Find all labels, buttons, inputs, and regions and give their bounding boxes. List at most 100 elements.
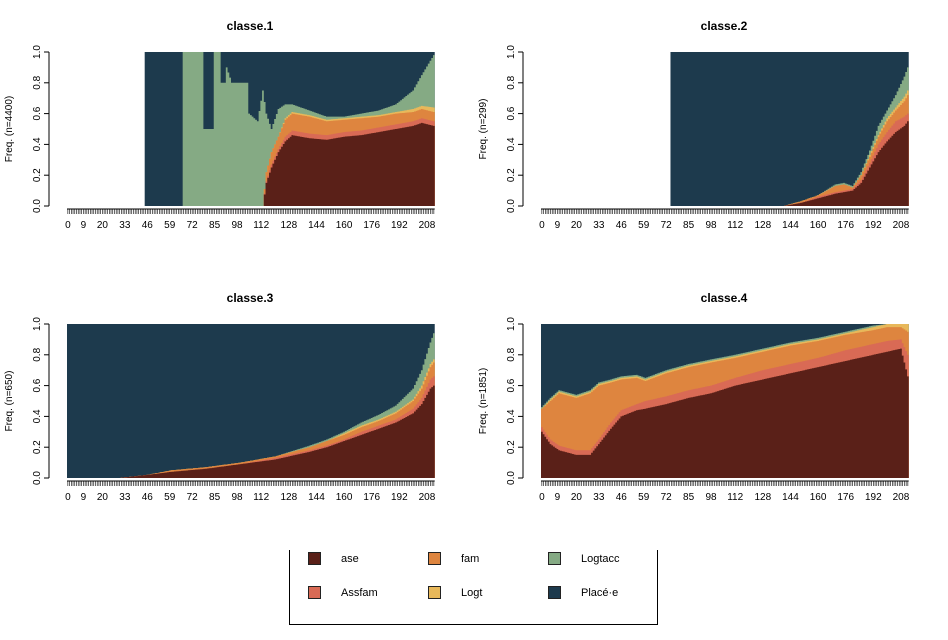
legend-swatch-logtacc [548, 552, 561, 565]
x-tick-label: 33 [593, 220, 605, 231]
x-tick-label: 208 [893, 220, 910, 231]
x-tick-label: 33 [119, 220, 131, 231]
legend-item-logt: Logt [428, 586, 482, 599]
x-tick-label: 176 [363, 492, 380, 503]
y-tick-label: 0.8 [32, 347, 43, 361]
panel-title-2: classe.2 [701, 19, 748, 33]
y-tick-label: 0.8 [506, 347, 517, 361]
x-tick-label: 85 [209, 220, 221, 231]
legend-swatch-fam [428, 552, 441, 565]
x-tick-label: 192 [391, 220, 408, 231]
x-tick-marks [67, 209, 435, 214]
legend-item-logtacc: Logtacc [548, 552, 620, 565]
x-tick-label: 85 [683, 220, 695, 231]
x-tick-label: 98 [705, 492, 717, 503]
legend-item-place: Placé·e [548, 586, 618, 599]
y-axis-label: Freq. (n=650) [4, 371, 15, 432]
x-tick-label: 144 [782, 220, 799, 231]
x-tick-label: 33 [593, 492, 605, 503]
x-tick-label: 208 [419, 492, 436, 503]
x-tick-label: 98 [231, 220, 243, 231]
area-ase-panel-4 [541, 348, 909, 478]
x-tick-label: 160 [336, 220, 353, 231]
legend: ase Assfam fam Logt Logtacc Placé·e [289, 550, 658, 625]
y-tick-label: 0.0 [506, 199, 517, 213]
x-tick-label: 128 [281, 220, 298, 231]
panel-title-1: classe.1 [227, 19, 274, 33]
x-tick-label: 144 [308, 492, 325, 503]
legend-label-fam: fam [461, 552, 480, 565]
y-axis-label: Freq. (n=4400) [4, 96, 15, 162]
x-tick-marks [541, 209, 909, 214]
panel-title-4: classe.4 [701, 291, 748, 305]
y-tick-label: 0.2 [506, 440, 517, 454]
x-tick-label: 9 [555, 220, 561, 231]
y-tick-label: 0.0 [32, 471, 43, 485]
x-tick-label: 59 [164, 220, 176, 231]
y-tick-label: 0.4 [32, 409, 43, 423]
x-tick-label: 160 [810, 492, 827, 503]
x-tick-label: 208 [419, 220, 436, 231]
x-tick-label: 208 [893, 492, 910, 503]
legend-label-logt: Logt [461, 586, 483, 599]
x-tick-label: 176 [837, 220, 854, 231]
y-tick-label: 1.0 [506, 45, 517, 59]
y-tick-label: 1.0 [32, 45, 43, 59]
x-tick-label: 59 [164, 492, 176, 503]
y-tick-label: 0.0 [32, 199, 43, 213]
y-tick-label: 1.0 [506, 317, 517, 331]
y-axis-label: Freq. (n=299) [478, 99, 489, 160]
legend-item-ase: ase [308, 552, 359, 565]
x-tick-label: 20 [571, 492, 583, 503]
legend-label-logtacc: Logtacc [581, 552, 620, 565]
area-ase-panel-2 [670, 121, 909, 206]
x-tick-label: 176 [363, 220, 380, 231]
x-tick-label: 33 [119, 492, 131, 503]
x-tick-label: 20 [97, 492, 109, 503]
x-tick-label: 0 [539, 220, 545, 231]
x-tick-label: 160 [810, 220, 827, 231]
y-tick-label: 1.0 [32, 317, 43, 331]
legend-swatch-place [548, 586, 561, 599]
y-tick-label: 0.6 [506, 378, 517, 392]
y-tick-label: 0.8 [506, 75, 517, 89]
y-tick-label: 0.4 [32, 137, 43, 151]
y-tick-label: 0.0 [506, 471, 517, 485]
x-tick-label: 72 [187, 220, 199, 231]
x-tick-label: 72 [661, 492, 673, 503]
x-tick-label: 176 [837, 492, 854, 503]
legend-item-fam: fam [428, 552, 479, 565]
x-tick-label: 98 [705, 220, 717, 231]
x-tick-marks [67, 481, 435, 486]
area-ase-panel-1 [144, 122, 435, 206]
x-tick-label: 112 [727, 220, 743, 231]
x-tick-label: 112 [727, 492, 743, 503]
x-tick-label: 72 [187, 492, 199, 503]
x-tick-label: 192 [865, 492, 882, 503]
panel-title-3: classe.3 [227, 291, 274, 305]
x-tick-label: 46 [142, 220, 154, 231]
area-ase-panel-3 [67, 385, 435, 478]
y-tick-label: 0.8 [32, 75, 43, 89]
x-tick-label: 59 [638, 492, 650, 503]
y-tick-label: 0.6 [32, 378, 43, 392]
x-tick-label: 192 [865, 220, 882, 231]
x-tick-label: 128 [281, 492, 298, 503]
x-tick-label: 144 [782, 492, 799, 503]
x-tick-label: 144 [308, 220, 325, 231]
y-tick-label: 0.4 [506, 409, 517, 423]
x-tick-label: 46 [616, 492, 628, 503]
x-tick-label: 9 [555, 492, 561, 503]
x-tick-label: 128 [755, 492, 772, 503]
x-tick-label: 85 [209, 492, 221, 503]
legend-swatch-assfam [308, 586, 321, 599]
x-tick-label: 128 [755, 220, 772, 231]
x-tick-label: 46 [142, 492, 154, 503]
x-tick-label: 20 [97, 220, 109, 231]
y-tick-label: 0.2 [506, 168, 517, 182]
x-tick-marks [541, 481, 909, 486]
x-tick-label: 0 [539, 492, 545, 503]
x-tick-label: 20 [571, 220, 583, 231]
x-tick-label: 9 [81, 220, 87, 231]
